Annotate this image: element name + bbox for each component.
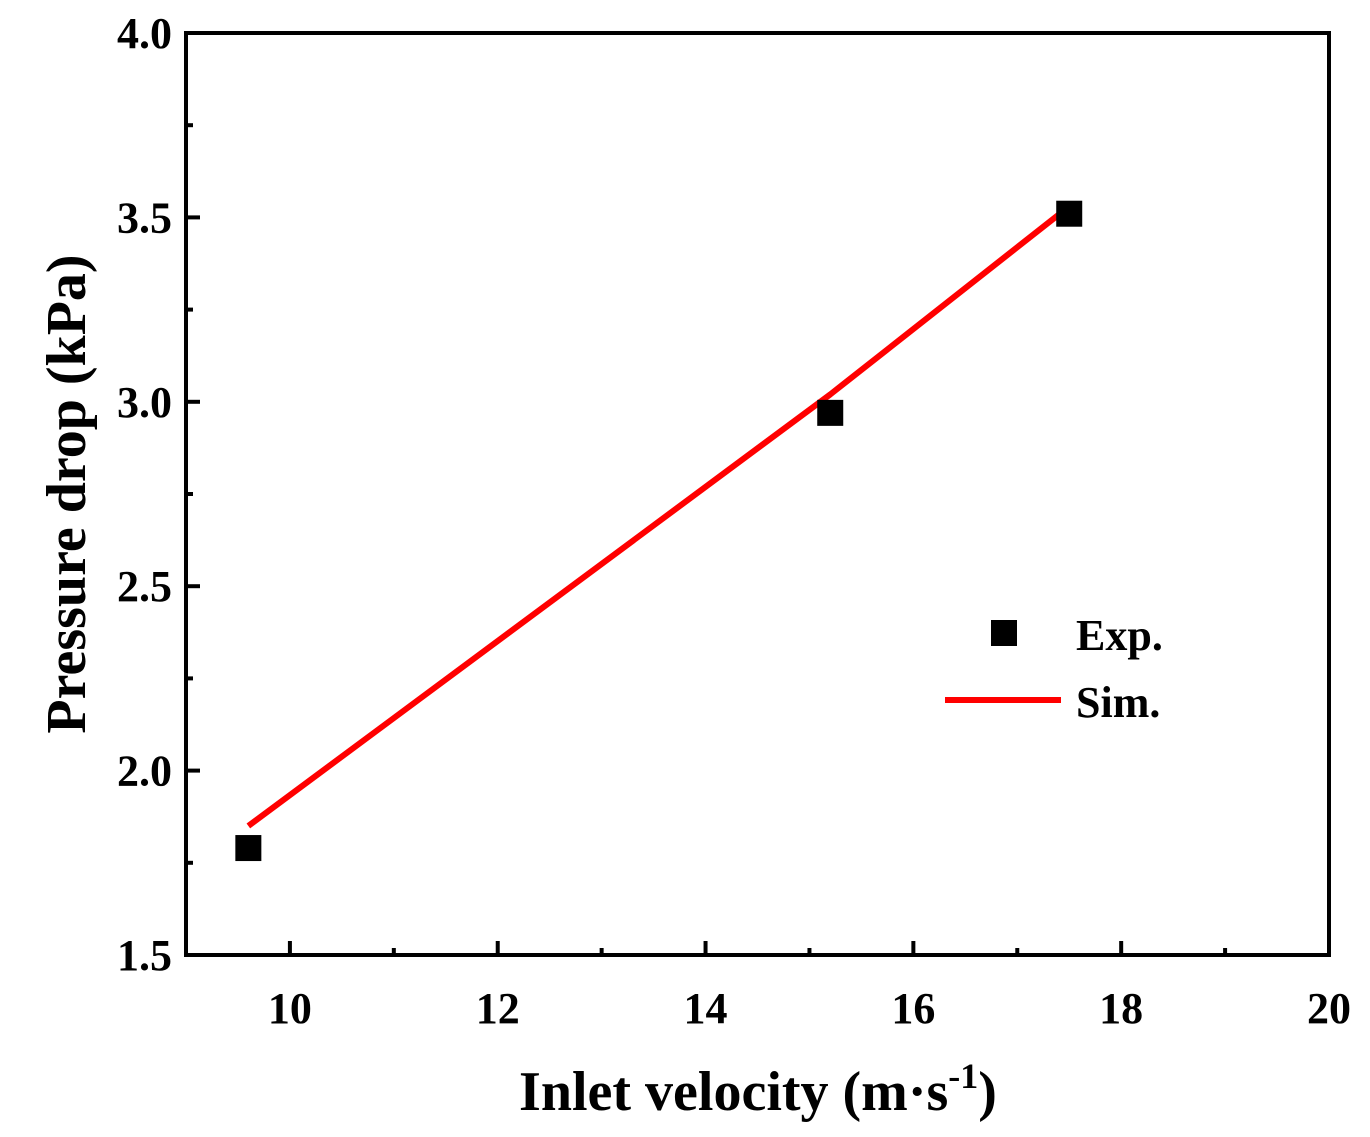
x-axis-label-superscript: -1	[948, 1056, 978, 1096]
x-axis-label-close: )	[978, 1061, 997, 1123]
x-tick-label: 20	[1307, 984, 1351, 1033]
y-tick-label: 2.5	[117, 562, 172, 611]
x-tick-label: 16	[891, 984, 935, 1033]
x-tick-label: 12	[476, 984, 520, 1033]
y-tick-label: 1.5	[117, 931, 172, 980]
legend-exp-marker	[991, 620, 1017, 646]
x-tick-label: 18	[1099, 984, 1143, 1033]
y-tick-label: 2.0	[117, 747, 172, 796]
legend-sim-label: Sim.	[1076, 678, 1160, 727]
legend-exp-label: Exp.	[1076, 611, 1163, 660]
x-axis-ticks: 10 12 14 16 18 20	[268, 941, 1351, 1033]
legend: Exp. Sim.	[945, 611, 1163, 727]
sim-line	[246, 203, 1072, 829]
y-axis-ticks: 1.5 2.0 2.5 3.0 3.5 4.0	[117, 9, 200, 980]
x-tick-label: 14	[684, 984, 728, 1033]
y-tick-label: 4.0	[117, 9, 172, 58]
y-tick-label: 3.5	[117, 193, 172, 242]
y-axis-label: Pressure drop (kPa)	[36, 254, 98, 733]
x-axis-label: Inlet velocity (m·s-1)	[519, 1056, 997, 1123]
exp-point	[235, 835, 262, 862]
x-axis-label-main: Inlet velocity (m·s	[519, 1061, 948, 1123]
exp-point	[1056, 200, 1083, 227]
sim-series	[246, 203, 1072, 829]
exp-series	[235, 200, 1083, 862]
exp-point	[817, 399, 844, 426]
x-tick-label: 10	[268, 984, 312, 1033]
y-tick-label: 3.0	[117, 378, 172, 427]
